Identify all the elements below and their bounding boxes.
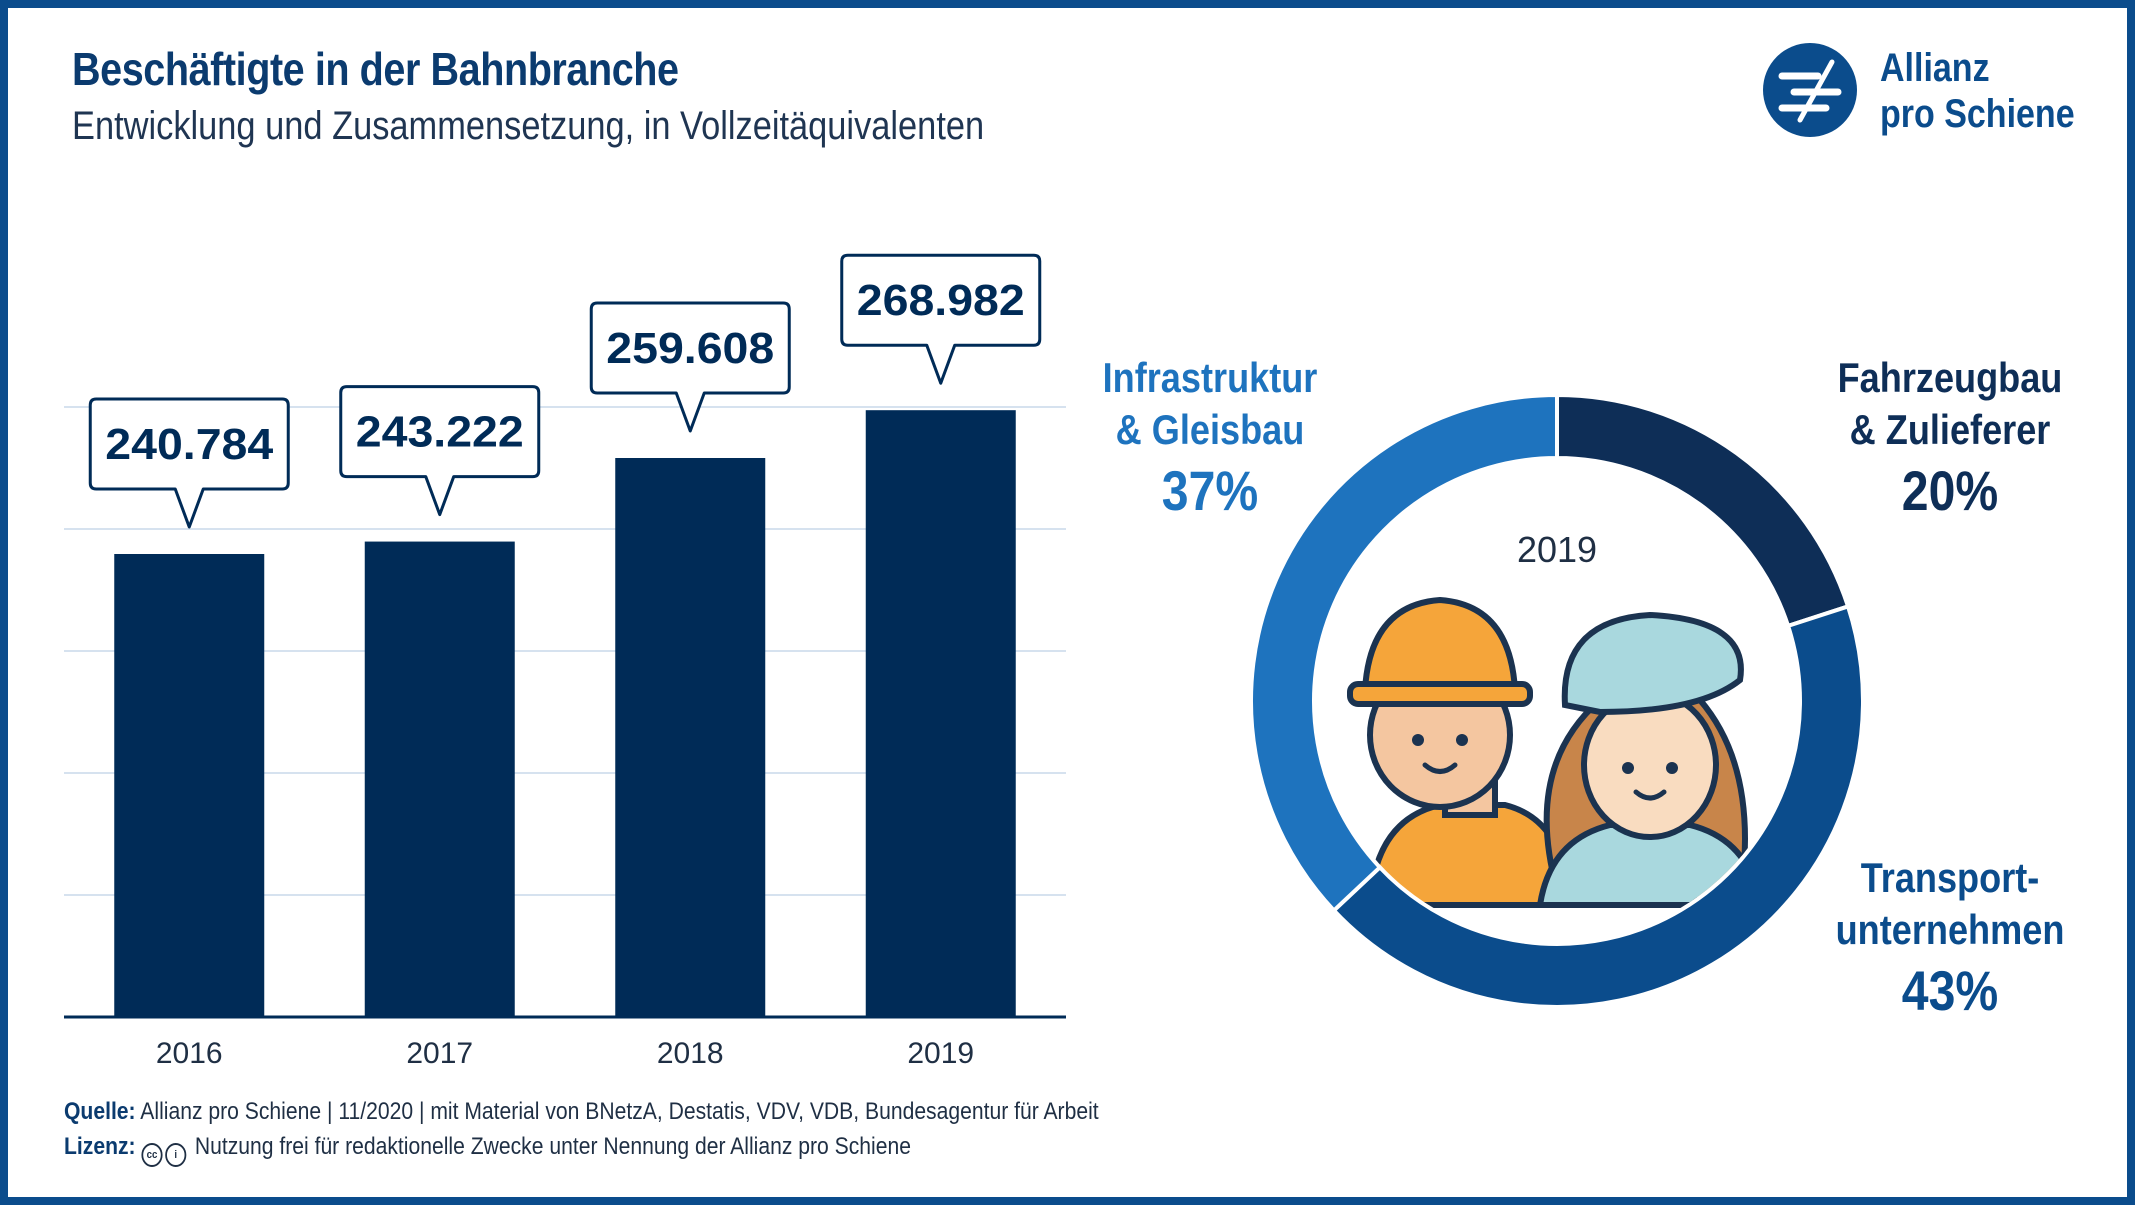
- value-callout: [88, 397, 290, 529]
- page-title: Beschäftigte in der Bahnbranche: [72, 43, 679, 95]
- source-label: Quelle:: [64, 1098, 136, 1125]
- source-line: Quelle: Allianz pro Schiene | 11/2020 | …: [64, 1098, 1099, 1126]
- segment-name-transport-line2: unternehmen: [1835, 906, 2065, 953]
- data-label: 240.784: [105, 420, 274, 469]
- segment-name-infrastruktur-line2: & Gleisbau: [1115, 406, 1305, 453]
- value-callout: [840, 253, 1042, 385]
- page-subtitle: Entwicklung und Zusammensetzung, in Voll…: [72, 104, 985, 148]
- hard-hat-brim: [1347, 681, 1533, 707]
- donut-slice: [1555, 392, 1851, 629]
- segment-name-transport-line1: Transport-: [1860, 854, 2040, 901]
- x-tick-label: 2017: [406, 1037, 473, 1070]
- source-text: Allianz pro Schiene | 11/2020 | mit Mate…: [140, 1098, 1099, 1125]
- bar-2019: [865, 410, 1016, 1018]
- worker-smile: [1422, 762, 1458, 774]
- attribution-icon: i: [165, 1143, 187, 1167]
- donut-slice: [1331, 603, 1865, 1009]
- value-callout: [339, 385, 541, 517]
- segment-pct-fahrzeugbau: 20%: [1901, 459, 1999, 522]
- x-tick-label: 2016: [156, 1037, 223, 1070]
- conductor-eye-right: [1666, 762, 1678, 774]
- license-label: Lizenz:: [64, 1133, 136, 1160]
- value-callout: [589, 301, 791, 433]
- donut-slice: [1249, 392, 1559, 914]
- donut-center-label: 2019: [1517, 529, 1597, 570]
- bar-2018: [615, 457, 766, 1017]
- rail-logo-icon: [1763, 43, 1857, 137]
- logo-text: Allianz pro Schiene: [1880, 45, 2075, 137]
- conductor-eye-left: [1622, 762, 1634, 774]
- license-line: Lizenz: cc i Nutzung frei für redaktionel…: [64, 1133, 911, 1167]
- workers-illustration: [1347, 596, 1764, 908]
- segment-name-fahrzeugbau-line1: Fahrzeugbau: [1837, 354, 2063, 401]
- data-label: 268.982: [857, 276, 1025, 325]
- segment-name-fahrzeugbau-line2: & Zulieferer: [1849, 406, 2051, 453]
- data-label: 259.608: [606, 324, 774, 373]
- worker-eye-left: [1412, 734, 1424, 746]
- segment-label-fahrzeugbau: Fahrzeugbau & Zulieferer 20%: [1817, 352, 2084, 526]
- logo-line-1: Allianz: [1880, 46, 1990, 90]
- license-text: Nutzung frei für redaktionelle Zwecke un…: [194, 1133, 911, 1160]
- conductor-cap-icon: [1561, 611, 1744, 716]
- segment-label-infrastruktur: Infrastruktur & Gleisbau 37%: [1081, 352, 1339, 526]
- logo-line-2: pro Schiene: [1880, 92, 2075, 136]
- x-tick-label: 2018: [657, 1037, 724, 1070]
- bar-2017: [364, 541, 515, 1017]
- worker-eye-right: [1456, 734, 1468, 746]
- data-label: 243.222: [356, 408, 524, 457]
- segment-label-transport: Transport- unternehmen 43%: [1821, 852, 2079, 1026]
- bar-2016: [114, 554, 265, 1017]
- conductor-smile: [1633, 789, 1667, 801]
- hard-hat-icon: [1361, 596, 1519, 693]
- segment-pct-transport: 43%: [1901, 959, 1999, 1022]
- x-tick-label: 2019: [907, 1037, 974, 1070]
- cc-icon: cc: [141, 1143, 163, 1167]
- segment-pct-infrastruktur: 37%: [1161, 459, 1259, 522]
- segment-name-infrastruktur-line1: Infrastruktur: [1102, 354, 1318, 401]
